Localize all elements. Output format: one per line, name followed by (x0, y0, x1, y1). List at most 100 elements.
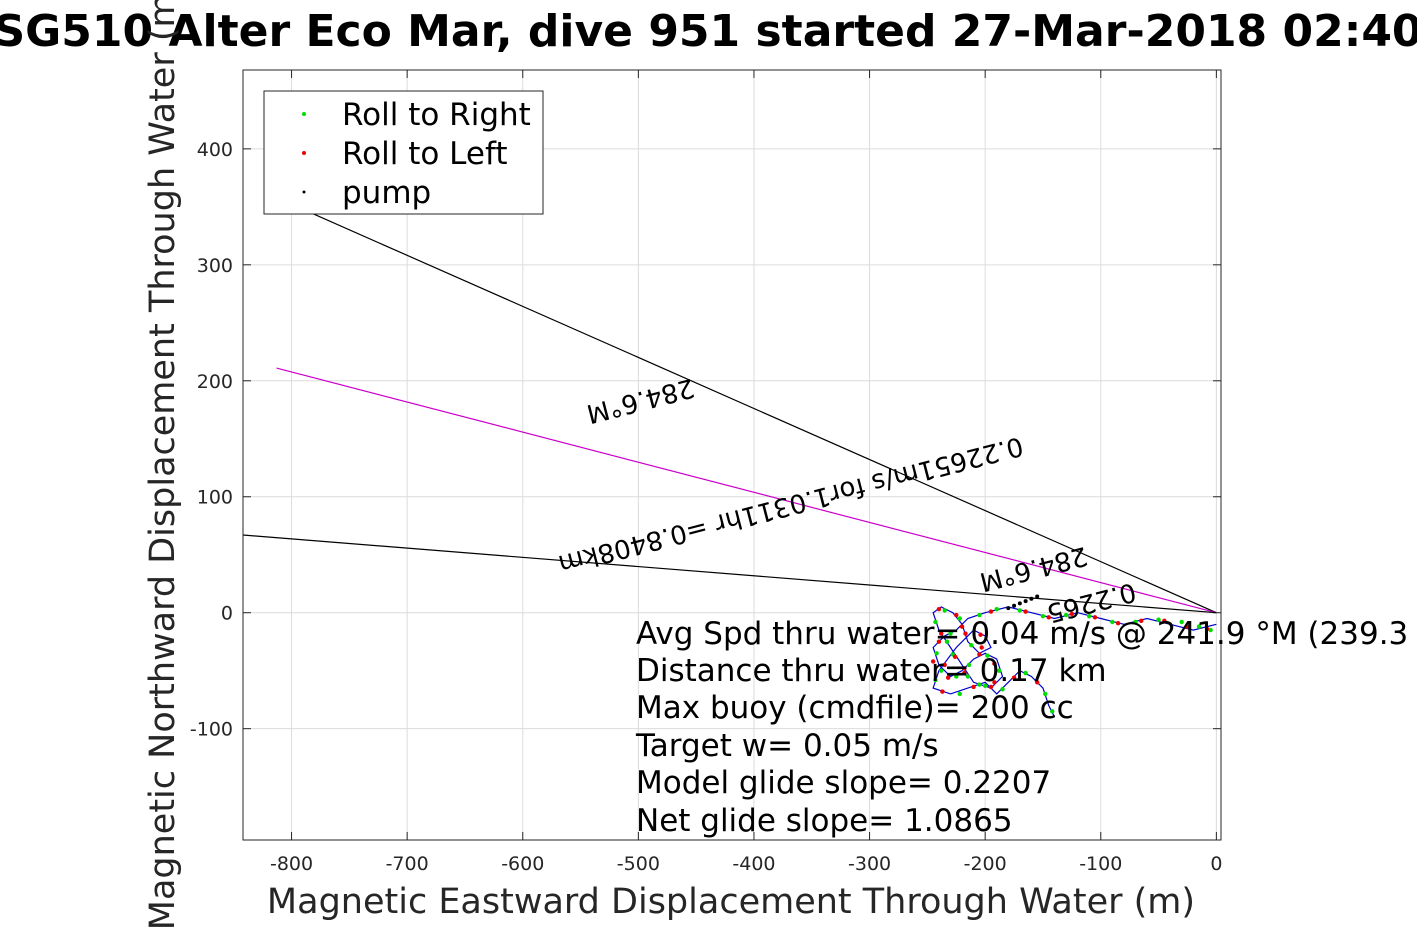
roll-right-point (1133, 619, 1138, 625)
legend-marker-roll-left (302, 151, 306, 155)
roll-left-point (962, 666, 967, 671)
y-tick-label: 0 (221, 603, 233, 625)
x-tick-label: -400 (732, 853, 775, 875)
track-line (932, 606, 1217, 718)
pump-point (1029, 596, 1034, 601)
roll-right-point (977, 682, 982, 687)
x-tick-label: -700 (386, 853, 429, 875)
heading-line (243, 534, 1217, 614)
roll-left-point (940, 689, 945, 694)
x-tick-label: -100 (1079, 853, 1122, 875)
legend-label-roll-left: Roll to Left (342, 136, 508, 172)
roll-right-point (957, 616, 962, 621)
x-tick-label: -600 (501, 853, 544, 875)
roll-left-point (992, 661, 997, 666)
roll-right-point (1050, 709, 1055, 714)
x-axis-label: Magnetic Eastward Displacement Through W… (267, 882, 1195, 922)
roll-left-point (952, 654, 958, 659)
stats-avg-speed: Avg Spd thru water= 0.04 m/s @ 241.9 °M … (636, 616, 1417, 652)
legend-marker-roll-right (302, 112, 306, 116)
roll-left-point (977, 652, 982, 657)
roll-right-point (1087, 613, 1092, 619)
chart-title: SG510 Alter Eco Mar, dive 951 started 27… (0, 6, 1417, 57)
roll-right-point (1179, 619, 1184, 625)
legend-label-pump: pump (342, 175, 431, 211)
roll-left-point (939, 631, 944, 636)
roll-right-point (933, 677, 938, 683)
roll-left-point (979, 645, 984, 650)
y-tick-label: 200 (197, 371, 233, 393)
roll-right-point (1023, 670, 1028, 676)
roll-right-point (942, 608, 947, 613)
pump-point (1012, 603, 1017, 608)
roll-left-point (936, 639, 942, 644)
pump-point (1035, 594, 1040, 599)
roll-right-point (966, 662, 972, 668)
roll-left-point (954, 612, 959, 618)
y-axis-label: Magnetic Northward Displacement Through … (143, 0, 183, 930)
roll-left-point (978, 632, 983, 637)
pump-point (1017, 601, 1022, 606)
stats-distance: Distance thru water= 0.17 km (636, 653, 1107, 689)
roll-right-point (957, 691, 962, 697)
x-tick-label: 0 (1210, 853, 1222, 875)
roll-left-point (942, 662, 947, 668)
roll-left-point (1034, 680, 1040, 685)
roll-left-point (1069, 611, 1075, 617)
roll-right-point (948, 631, 953, 636)
legend: Roll to Right Roll to Left pump (263, 90, 544, 215)
roll-right-point (1208, 627, 1213, 633)
x-tick-label: -200 (964, 853, 1007, 875)
stats-model-glide-slope: Model glide slope= 0.2207 (636, 765, 1051, 801)
roll-right-point (1196, 624, 1202, 629)
roll-right-point (996, 668, 1002, 673)
roll-right-point (933, 619, 938, 625)
roll-right-point (965, 674, 971, 679)
roll-left-point (988, 609, 994, 614)
roll-left-point (1115, 620, 1121, 626)
legend-box (263, 90, 544, 215)
roll-left-point (963, 631, 968, 636)
roll-left-point (988, 684, 994, 690)
stats-box: Avg Spd thru water= 0.04 m/s @ 241.9 °M … (635, 616, 1417, 839)
roll-right-point (934, 651, 939, 656)
stats-max-buoy: Max buoy (cmdfile)= 200 cc (636, 690, 1074, 726)
heading-line (276, 367, 1217, 614)
plot-frame (242, 69, 1222, 841)
legend-label-roll-right: Roll to Right (342, 97, 531, 133)
x-tick-label: -500 (617, 853, 660, 875)
y-tick-label: 100 (197, 487, 233, 509)
roll-left-point (930, 659, 936, 664)
y-tick-label: 400 (197, 139, 233, 161)
roll-right-point (977, 612, 982, 618)
stats-net-glide-slope: Net glide slope= 1.0865 (636, 803, 1013, 839)
roll-left-point (1204, 626, 1210, 632)
roll-left-point (1185, 624, 1190, 629)
roll-right-point (1040, 613, 1046, 619)
roll-right-point (985, 653, 990, 658)
roll-right-point (969, 642, 974, 648)
pump-point (1023, 599, 1028, 604)
x-tick-label: -800 (270, 853, 313, 875)
glider-track (932, 606, 1217, 718)
roll-right-point (1043, 691, 1048, 697)
roll-right-point (939, 668, 944, 673)
roll-right-point (1017, 608, 1023, 613)
roll-right-point (982, 683, 988, 688)
data-points (930, 594, 1213, 714)
stats-target-w: Target w= 0.05 m/s (635, 728, 939, 764)
roll-right-point (1063, 612, 1069, 618)
x-tick-label: -300 (848, 853, 891, 875)
tick-marks (243, 70, 1221, 840)
legend-marker-pump (302, 190, 306, 194)
roll-left-point (971, 684, 976, 690)
y-tick-labels: -100 0 100 200 300 400 (190, 139, 233, 741)
roll-right-point (954, 674, 959, 679)
roll-left-point (945, 675, 951, 680)
roll-left-point (936, 607, 942, 612)
roll-left-point (1162, 618, 1167, 624)
roll-left-point (1011, 675, 1017, 680)
x-tick-labels: -800 -700 -600 -500 -400 -300 -200 -100 0 (270, 853, 1222, 875)
roll-right-point (994, 607, 999, 612)
